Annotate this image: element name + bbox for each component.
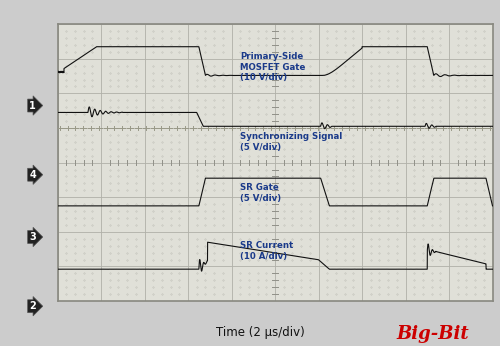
Text: 3: 3 (29, 232, 36, 242)
Text: Synchronizing Signal
(5 V/div): Synchronizing Signal (5 V/div) (240, 132, 342, 152)
Text: 2: 2 (29, 301, 36, 311)
Text: 1: 1 (29, 101, 36, 110)
Text: Big-Bit: Big-Bit (396, 325, 469, 343)
Text: SR Gate
(5 V/div): SR Gate (5 V/div) (240, 183, 282, 203)
Text: 4: 4 (29, 170, 36, 180)
Text: Primary-Side
MOSFET Gate
(10 V/div): Primary-Side MOSFET Gate (10 V/div) (240, 52, 306, 82)
Text: Time (2 μs/div): Time (2 μs/div) (216, 326, 304, 339)
Text: SR Current
(10 A/div): SR Current (10 A/div) (240, 242, 294, 261)
